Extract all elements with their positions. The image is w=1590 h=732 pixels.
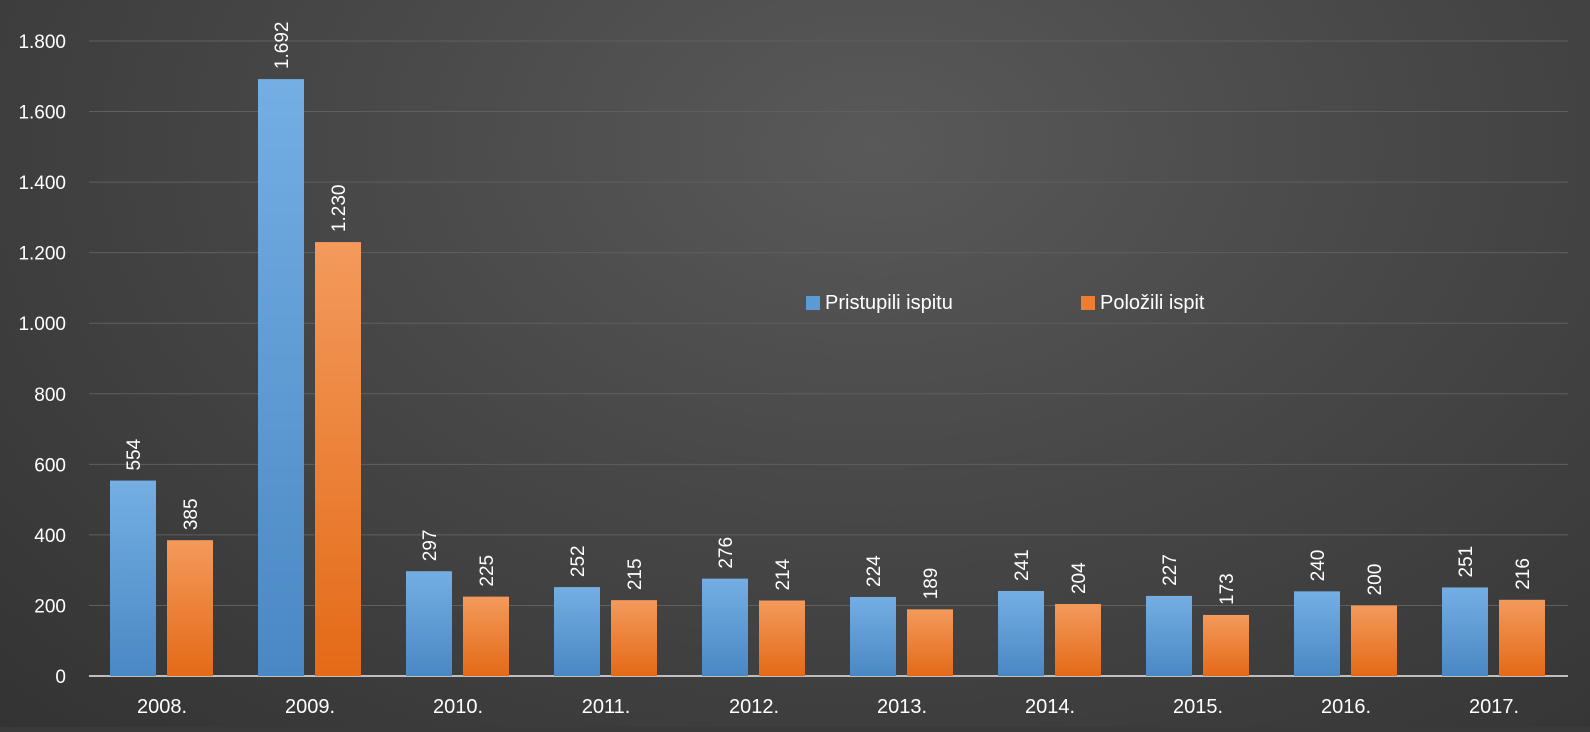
bar-pristupili [998, 590, 1044, 676]
data-label: 240 [1308, 550, 1329, 582]
bar-polozili [1351, 605, 1397, 676]
data-label: 215 [625, 558, 646, 590]
legend-swatch [806, 296, 820, 310]
legend-label: Pristupili ispitu [825, 292, 953, 314]
y-tick-label: 1.800 [18, 32, 66, 53]
data-labels: 554 1.692 297 252 276 224 241 227 240 251 385 1.230… [124, 22, 1534, 605]
data-label: 252 [568, 545, 589, 577]
bar-pristupili [406, 571, 452, 676]
bars [110, 79, 1545, 677]
data-label: 1.692 [272, 22, 293, 70]
bar-polozili [611, 600, 657, 676]
y-axis-ticks: 0 200 400 600 800 1.000 1.200 1.400 1.600 1.800 [18, 32, 66, 688]
data-label: 241 [1012, 549, 1033, 581]
y-tick-label: 1.200 [18, 244, 66, 265]
x-tick-label: 2017. [1469, 696, 1519, 718]
data-label: 216 [1513, 558, 1534, 590]
bar-polozili [1203, 614, 1249, 676]
bar-pristupili [1146, 595, 1192, 676]
x-tick-label: 2009. [285, 696, 335, 718]
bar-polozili [1055, 604, 1101, 676]
y-tick-label: 400 [34, 526, 66, 547]
data-label: 204 [1069, 562, 1090, 594]
x-tick-label: 2011. [582, 696, 631, 718]
legend-label: Položili ispit [1100, 292, 1205, 314]
bar-pristupili [1442, 587, 1488, 676]
bar-polozili [463, 596, 509, 676]
legend: Pristupili ispitu Položili ispit [806, 292, 1205, 314]
bar-polozili [907, 609, 953, 676]
data-label: 276 [716, 537, 737, 569]
bar-polozili [315, 242, 361, 677]
data-label: 189 [921, 568, 942, 600]
gridlines [89, 40, 1568, 677]
bar-pristupili [554, 587, 600, 676]
x-tick-label: 2016. [1321, 696, 1371, 718]
data-label: 227 [1160, 554, 1181, 586]
data-label: 173 [1217, 573, 1238, 605]
y-tick-label: 800 [34, 385, 66, 406]
x-tick-label: 2014. [1025, 696, 1075, 718]
bar-pristupili [258, 79, 304, 677]
x-tick-label: 2015. [1173, 696, 1223, 718]
x-tick-label: 2013. [877, 696, 927, 718]
bar-pristupili [1294, 591, 1340, 676]
data-label: 385 [181, 498, 202, 530]
bar-polozili [759, 600, 805, 676]
data-label: 297 [420, 530, 441, 562]
x-tick-label: 2010. [433, 696, 483, 718]
y-tick-label: 1.400 [18, 173, 66, 194]
data-label: 251 [1456, 546, 1477, 578]
bar-polozili [1499, 599, 1545, 676]
x-axis-ticks: 2008. 2009. 2010. 2011. 2012. 2013. 2014. 2015.… [137, 696, 1519, 718]
data-label: 224 [864, 555, 885, 587]
bar-pristupili [702, 578, 748, 676]
data-label: 554 [124, 438, 145, 470]
legend-swatch [1081, 296, 1095, 310]
x-tick-label: 2012. [729, 696, 779, 718]
bar-polozili [167, 540, 213, 676]
y-tick-label: 0 [55, 667, 66, 688]
y-tick-label: 600 [34, 455, 66, 476]
data-label: 200 [1365, 564, 1386, 596]
bar-pristupili [110, 480, 156, 676]
bar-pristupili [850, 596, 896, 676]
y-tick-label: 1.000 [18, 314, 66, 335]
x-tick-label: 2008. [137, 696, 187, 718]
data-label: 214 [773, 558, 794, 590]
y-tick-label: 1.600 [18, 103, 66, 124]
data-label: 225 [477, 555, 498, 587]
y-tick-label: 200 [34, 596, 66, 617]
data-label: 1.230 [329, 185, 350, 233]
